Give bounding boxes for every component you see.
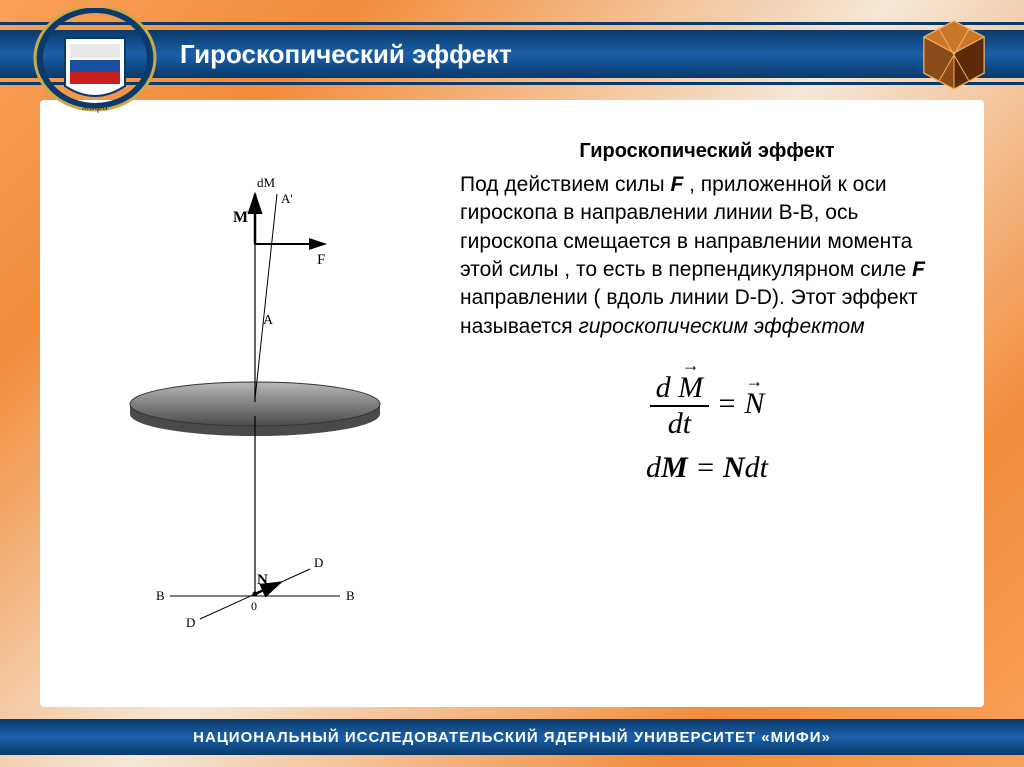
symbol-F: F: [670, 173, 683, 196]
svg-text:B: B: [346, 588, 355, 603]
numerator: d M: [650, 371, 710, 407]
fraction: d M dt: [650, 371, 710, 441]
equation-1: d M dt = N: [460, 371, 954, 441]
diff-dt: dt: [745, 451, 768, 484]
diff-d: d: [646, 451, 661, 484]
symbol-F: F: [912, 258, 925, 281]
content-subtitle: Гироскопический эффект: [460, 140, 954, 163]
equation-2: dM = Ndt: [460, 451, 954, 485]
para-fragment: Под действием силы: [460, 173, 670, 196]
svg-text:N: N: [257, 572, 268, 588]
svg-text:A': A': [281, 191, 293, 206]
decorative-cube-icon: [914, 15, 994, 95]
svg-text:D: D: [186, 615, 195, 630]
text-column: Гироскопический эффект Под действием сил…: [460, 120, 954, 687]
svg-text:dM: dM: [257, 175, 276, 190]
svg-text:мифи: мифи: [81, 101, 108, 113]
vector-M: M: [678, 371, 703, 405]
para-emphasis: гироскопическим эффектом: [578, 315, 864, 338]
diagram-column: MdM A' F A 0 B B D D N: [70, 120, 440, 687]
footer-band: НАЦИОНАЛЬНЫЙ ИССЛЕДОВАТЕЛЬСКИЙ ЯДЕРНЫЙ У…: [0, 719, 1024, 755]
footer-text: НАЦИОНАЛЬНЫЙ ИССЛЕДОВАТЕЛЬСКИЙ ЯДЕРНЫЙ У…: [193, 729, 831, 746]
svg-text:0: 0: [251, 599, 257, 613]
university-crest-logo: мифи: [30, 8, 160, 118]
diff-d: d: [656, 371, 679, 404]
svg-text:F: F: [317, 252, 325, 268]
symbol-M-bold: M: [661, 451, 688, 484]
content-card: MdMA'FA0BBDDN Гироскопический эффект Под…: [40, 100, 984, 707]
denominator: dt: [650, 407, 710, 441]
svg-text:B: B: [156, 588, 165, 603]
body-paragraph: Под действием силы F , приложенной к оси…: [460, 171, 954, 341]
equals-sign: =: [717, 387, 745, 420]
symbol-N-bold: N: [723, 451, 745, 484]
gyroscope-diagram: MdM A' F A 0 B B D D N: [75, 154, 435, 654]
slide-title: Гироскопический эффект: [180, 39, 512, 70]
formula-block: d M dt = N dM = Ndt: [460, 371, 954, 485]
svg-text:D: D: [314, 555, 323, 570]
svg-text:A: A: [263, 313, 274, 328]
vector-N: N: [744, 387, 764, 421]
equals-sign: =: [688, 451, 723, 484]
svg-text:M: M: [233, 209, 248, 226]
